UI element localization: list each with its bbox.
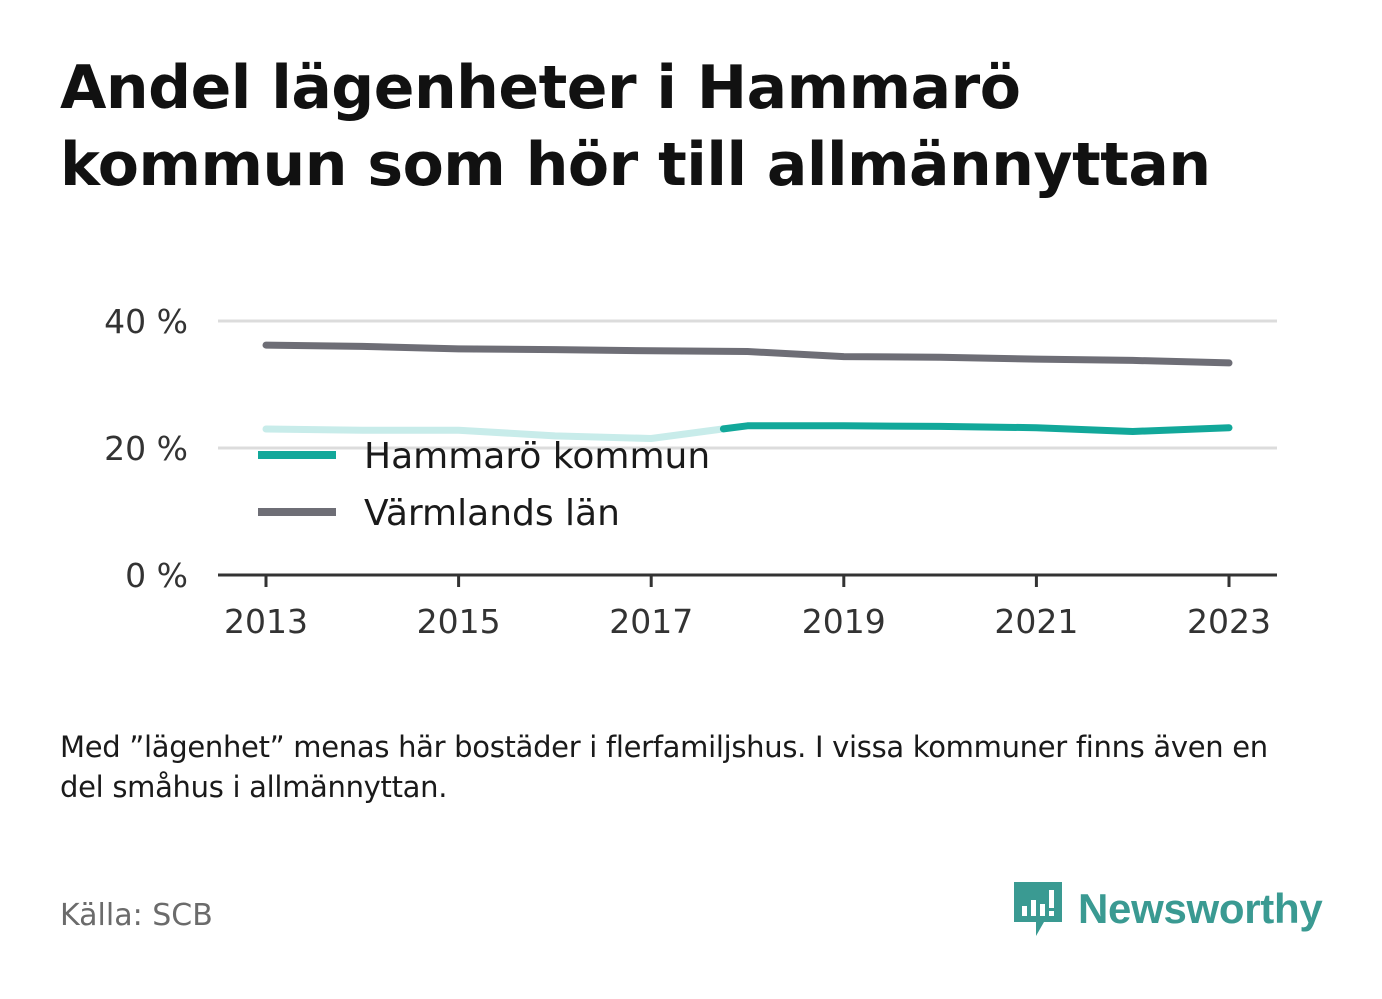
x-axis: 2013 2015 2017 2019 2021 2023	[218, 573, 1277, 641]
legend: Hammarö kommun Värmlands län	[258, 436, 710, 534]
chart-title: Andel lägenheter i Hammarö kommun som hö…	[60, 53, 1211, 200]
y-tick-label: 20 %	[104, 429, 188, 468]
chart-note: Med ”lägenhet” menas här bostäder i fler…	[60, 730, 1268, 804]
brand-logo: Newsworthy	[1010, 878, 1323, 940]
series-line-hammaro	[719, 422, 1233, 435]
source-label: Källa: SCB	[60, 898, 213, 933]
x-tick-label: 2021	[994, 602, 1078, 641]
legend-item-hammaro-label: Hammarö kommun	[364, 436, 710, 477]
series-line-varmland	[262, 341, 1233, 367]
y-tick-label: 0 %	[125, 556, 188, 595]
line-chart: 0 % 20 % 40 % 2013 2015 2017 2019 2021 2023 Ham…	[104, 302, 1277, 641]
series-line-hammaro-faded	[262, 425, 727, 442]
legend-item-varmland-label: Värmlands län	[364, 493, 620, 534]
newsworthy-logo-icon	[1014, 882, 1062, 936]
x-tick-label: 2017	[609, 602, 693, 641]
brand-name: Newsworthy	[1078, 885, 1323, 932]
x-tick-label: 2015	[417, 602, 501, 641]
series-lines	[262, 341, 1233, 442]
x-tick-label: 2019	[802, 602, 886, 641]
grid-lines	[218, 319, 1277, 450]
x-tick-label: 2023	[1187, 602, 1271, 641]
y-axis-ticks: 0 % 20 % 40 %	[104, 302, 188, 595]
y-tick-label: 40 %	[104, 302, 188, 341]
x-tick-label: 2013	[224, 602, 308, 641]
